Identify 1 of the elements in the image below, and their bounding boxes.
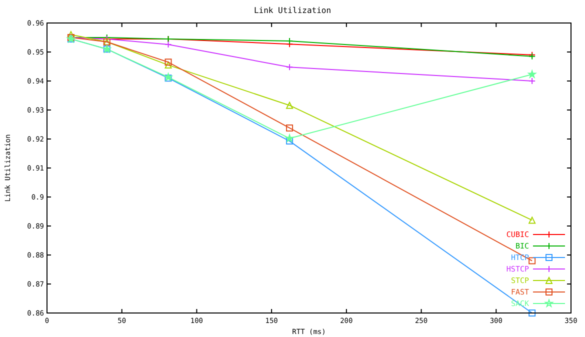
chart-title: Link Utilization — [254, 6, 332, 15]
